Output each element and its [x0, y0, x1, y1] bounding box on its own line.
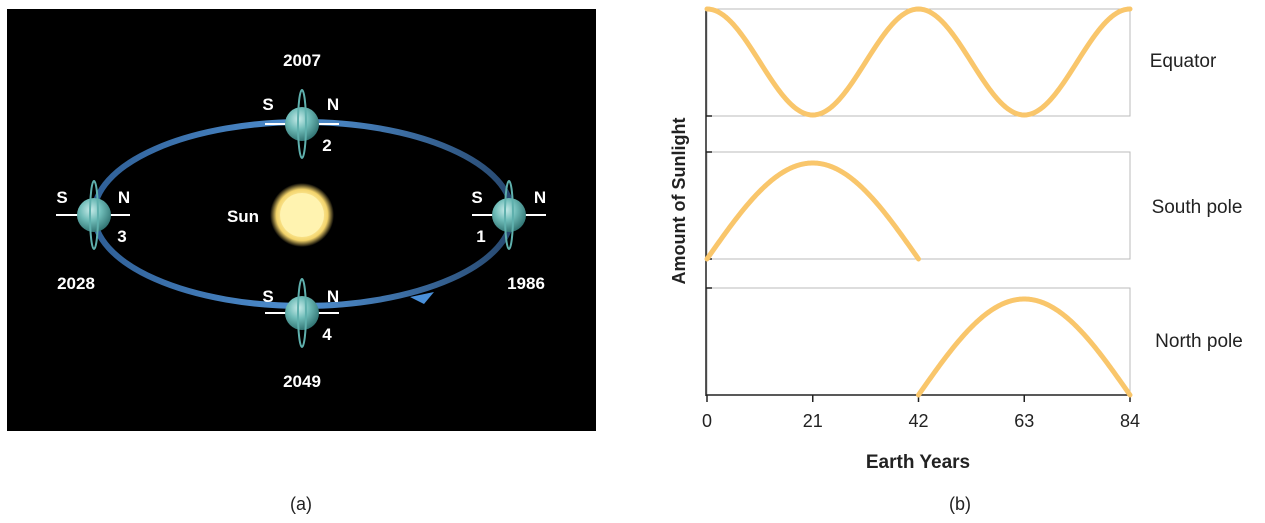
north-label: N — [327, 287, 339, 306]
south-label: S — [471, 188, 482, 207]
uranus-planet-icon — [77, 198, 111, 232]
position-number: 3 — [117, 227, 126, 246]
sun — [270, 183, 334, 247]
x-axis-title: Earth Years — [866, 452, 970, 473]
y-axis-title: Amount of Sunlight — [669, 118, 689, 285]
series-line-north-pole — [916, 296, 1133, 398]
ring-icon — [297, 89, 307, 159]
position-number: 4 — [322, 325, 332, 344]
ring-icon — [297, 278, 307, 348]
north-label: N — [118, 188, 130, 207]
x-tick-label: 63 — [1014, 411, 1034, 431]
x-tick-label: 0 — [702, 411, 712, 431]
subplot-frame-north-pole — [706, 287, 1131, 396]
series-label-equator: Equator — [1150, 51, 1217, 72]
sun-label: Sun — [227, 207, 259, 226]
position-number: 1 — [476, 227, 485, 246]
uranus-planet-icon — [285, 296, 319, 330]
south-label: S — [56, 188, 67, 207]
year-label: 2049 — [283, 372, 321, 391]
uranus-planet-icon — [492, 198, 526, 232]
panel-b-caption: (b) — [949, 494, 971, 514]
orbit-direction-arrow — [410, 292, 434, 304]
subplot-frame-south-pole — [706, 151, 1131, 260]
year-label: 1986 — [507, 274, 545, 293]
sun-disk — [280, 193, 324, 237]
uranus-position-1: S N 1 1986 — [471, 180, 546, 293]
series-label-south-pole: South pole — [1152, 197, 1243, 218]
x-axis-ticks: 0 21 42 63 84 — [702, 395, 1140, 431]
series-line-equator — [704, 6, 1133, 118]
panel-a-caption: (a) — [290, 494, 312, 514]
uranus-position-2: 2007 S N 2 — [262, 51, 339, 159]
series-curves — [704, 6, 1133, 398]
north-label: N — [327, 95, 339, 114]
year-label: 2007 — [283, 51, 321, 70]
x-tick-label: 42 — [908, 411, 928, 431]
south-label: S — [262, 287, 273, 306]
x-tick-label: 84 — [1120, 411, 1140, 431]
uranus-position-3: S N 3 2028 — [56, 180, 130, 293]
series-label-north-pole: North pole — [1155, 331, 1243, 352]
south-label: S — [262, 95, 273, 114]
ring-icon — [89, 180, 99, 250]
ring-icon — [504, 180, 514, 250]
panel-a-orbit-diagram: Sun 2007 S N 2 S N 3 2028 S N — [7, 9, 596, 514]
series-line-south-pole — [704, 160, 921, 262]
year-label: 2028 — [57, 274, 95, 293]
position-number: 2 — [322, 136, 331, 155]
panel-b-sunlight-chart: 0 21 42 63 84 Equator South pole North pole … — [669, 6, 1243, 514]
north-label: N — [534, 188, 546, 207]
x-tick-label: 21 — [803, 411, 823, 431]
uranus-planet-icon — [285, 107, 319, 141]
subplot-frame-equator — [706, 8, 1131, 117]
uranus-position-4: S N 4 2049 — [262, 278, 339, 391]
